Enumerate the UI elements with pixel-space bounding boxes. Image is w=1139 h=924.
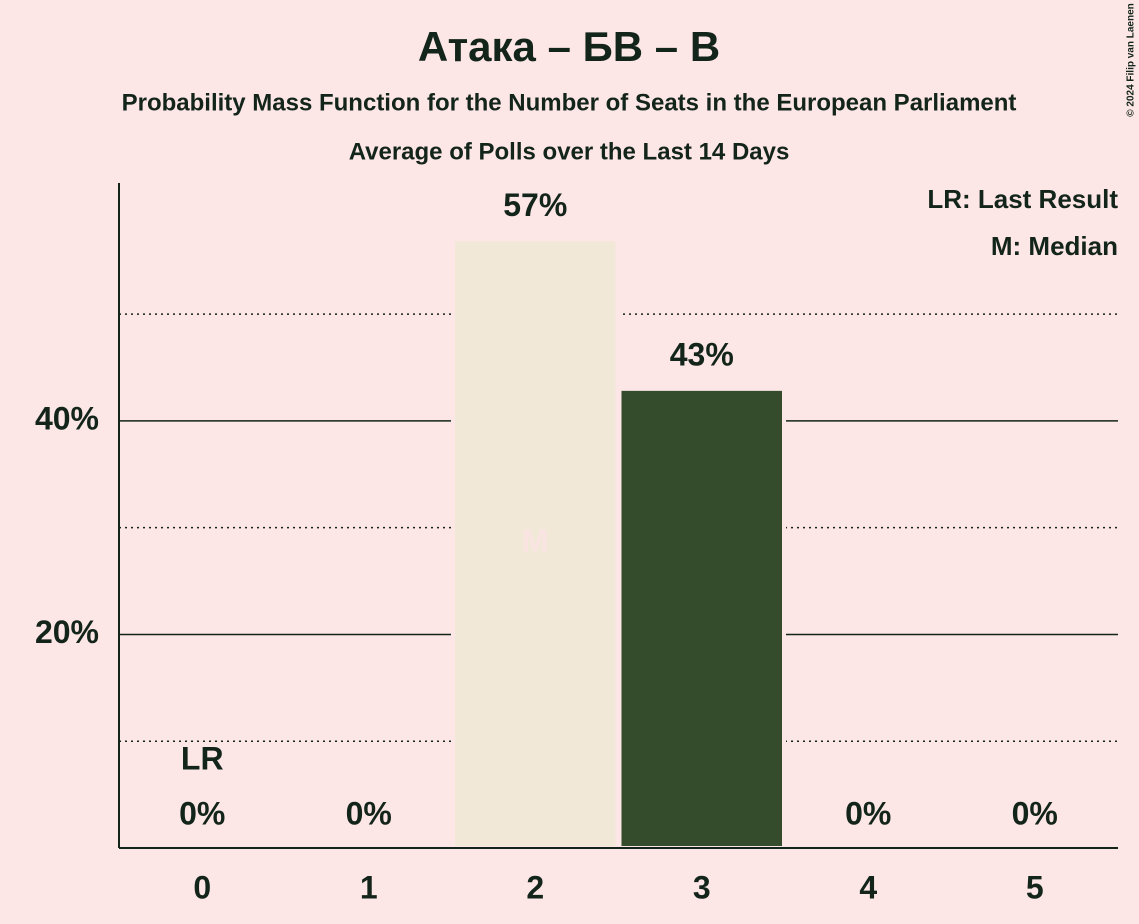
value-label: 43% (670, 336, 734, 372)
value-label: 0% (1012, 795, 1058, 831)
annotation: M (522, 523, 549, 559)
legend-entry: M: Median (991, 231, 1118, 261)
x-tick-label: 3 (693, 869, 711, 905)
value-label: 0% (346, 795, 392, 831)
credit: © 2024 Filip van Laenen (1126, 3, 1137, 117)
chart-subtitle: Probability Mass Function for the Number… (122, 89, 1017, 116)
annotation: LR (181, 740, 224, 776)
value-label: 57% (503, 187, 567, 223)
x-tick-label: 4 (859, 869, 877, 905)
value-label: 0% (845, 795, 891, 831)
chart-title: Атака – БВ – В (418, 23, 720, 70)
x-tick-label: 1 (360, 869, 378, 905)
value-label: 0% (179, 795, 225, 831)
x-tick-label: 0 (193, 869, 211, 905)
x-tick-label: 5 (1026, 869, 1044, 905)
chart-subtitle: Average of Polls over the Last 14 Days (349, 138, 790, 165)
y-tick-label: 40% (35, 400, 99, 436)
legend-entry: LR: Last Result (927, 184, 1118, 214)
x-tick-label: 2 (526, 869, 544, 905)
y-tick-label: 20% (35, 614, 99, 650)
bar (617, 386, 786, 850)
